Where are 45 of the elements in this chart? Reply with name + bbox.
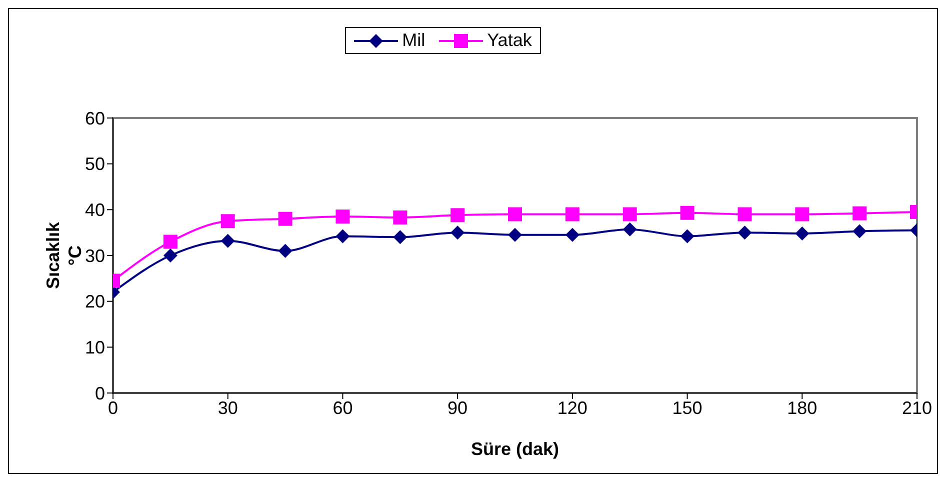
point: [622, 207, 637, 222]
point: [393, 230, 408, 244]
point: [622, 222, 637, 236]
point: [852, 206, 867, 220]
y-tick-label: 20: [84, 292, 105, 312]
y-tick-label: 40: [84, 200, 105, 220]
x-tick-label: 30: [218, 398, 238, 418]
point: [738, 207, 752, 222]
point: [450, 226, 465, 240]
x-tick-label: 150: [672, 398, 702, 418]
point: [220, 214, 235, 228]
x-tick-label: 120: [557, 398, 588, 418]
point: [336, 229, 350, 244]
x-tick-label: 180: [787, 398, 818, 418]
point: [278, 244, 292, 258]
point: [795, 207, 810, 222]
legend-label: Mil: [401, 30, 426, 51]
x-tick-label: 210: [902, 398, 932, 418]
point: [220, 234, 235, 248]
y-tick-label: 50: [84, 154, 105, 174]
x-axis-title: Süre (dak): [470, 439, 560, 459]
point: [508, 207, 522, 222]
point: [508, 228, 522, 242]
point: [336, 210, 350, 224]
point: [680, 206, 694, 220]
point: [278, 212, 292, 226]
x-tick-label: 90: [448, 398, 468, 418]
y-tick-label: 10: [84, 338, 105, 358]
point: [680, 229, 694, 244]
point: [163, 248, 178, 262]
y-tick-label: 30: [84, 246, 105, 266]
point: [450, 208, 465, 222]
point: [738, 226, 752, 240]
point: [163, 234, 178, 249]
point: [852, 224, 867, 238]
point: [393, 210, 408, 224]
y-axis-title: Sıcaklık °C: [43, 220, 85, 290]
legend-label: Yatak: [486, 30, 532, 51]
point: [565, 228, 580, 242]
point: [795, 226, 810, 240]
y-tick-label: 60: [84, 108, 105, 128]
point: [565, 207, 580, 222]
x-tick-label: 60: [332, 398, 353, 418]
y-tick-label: 0: [94, 383, 105, 404]
x-tick-label: 0: [108, 398, 118, 418]
